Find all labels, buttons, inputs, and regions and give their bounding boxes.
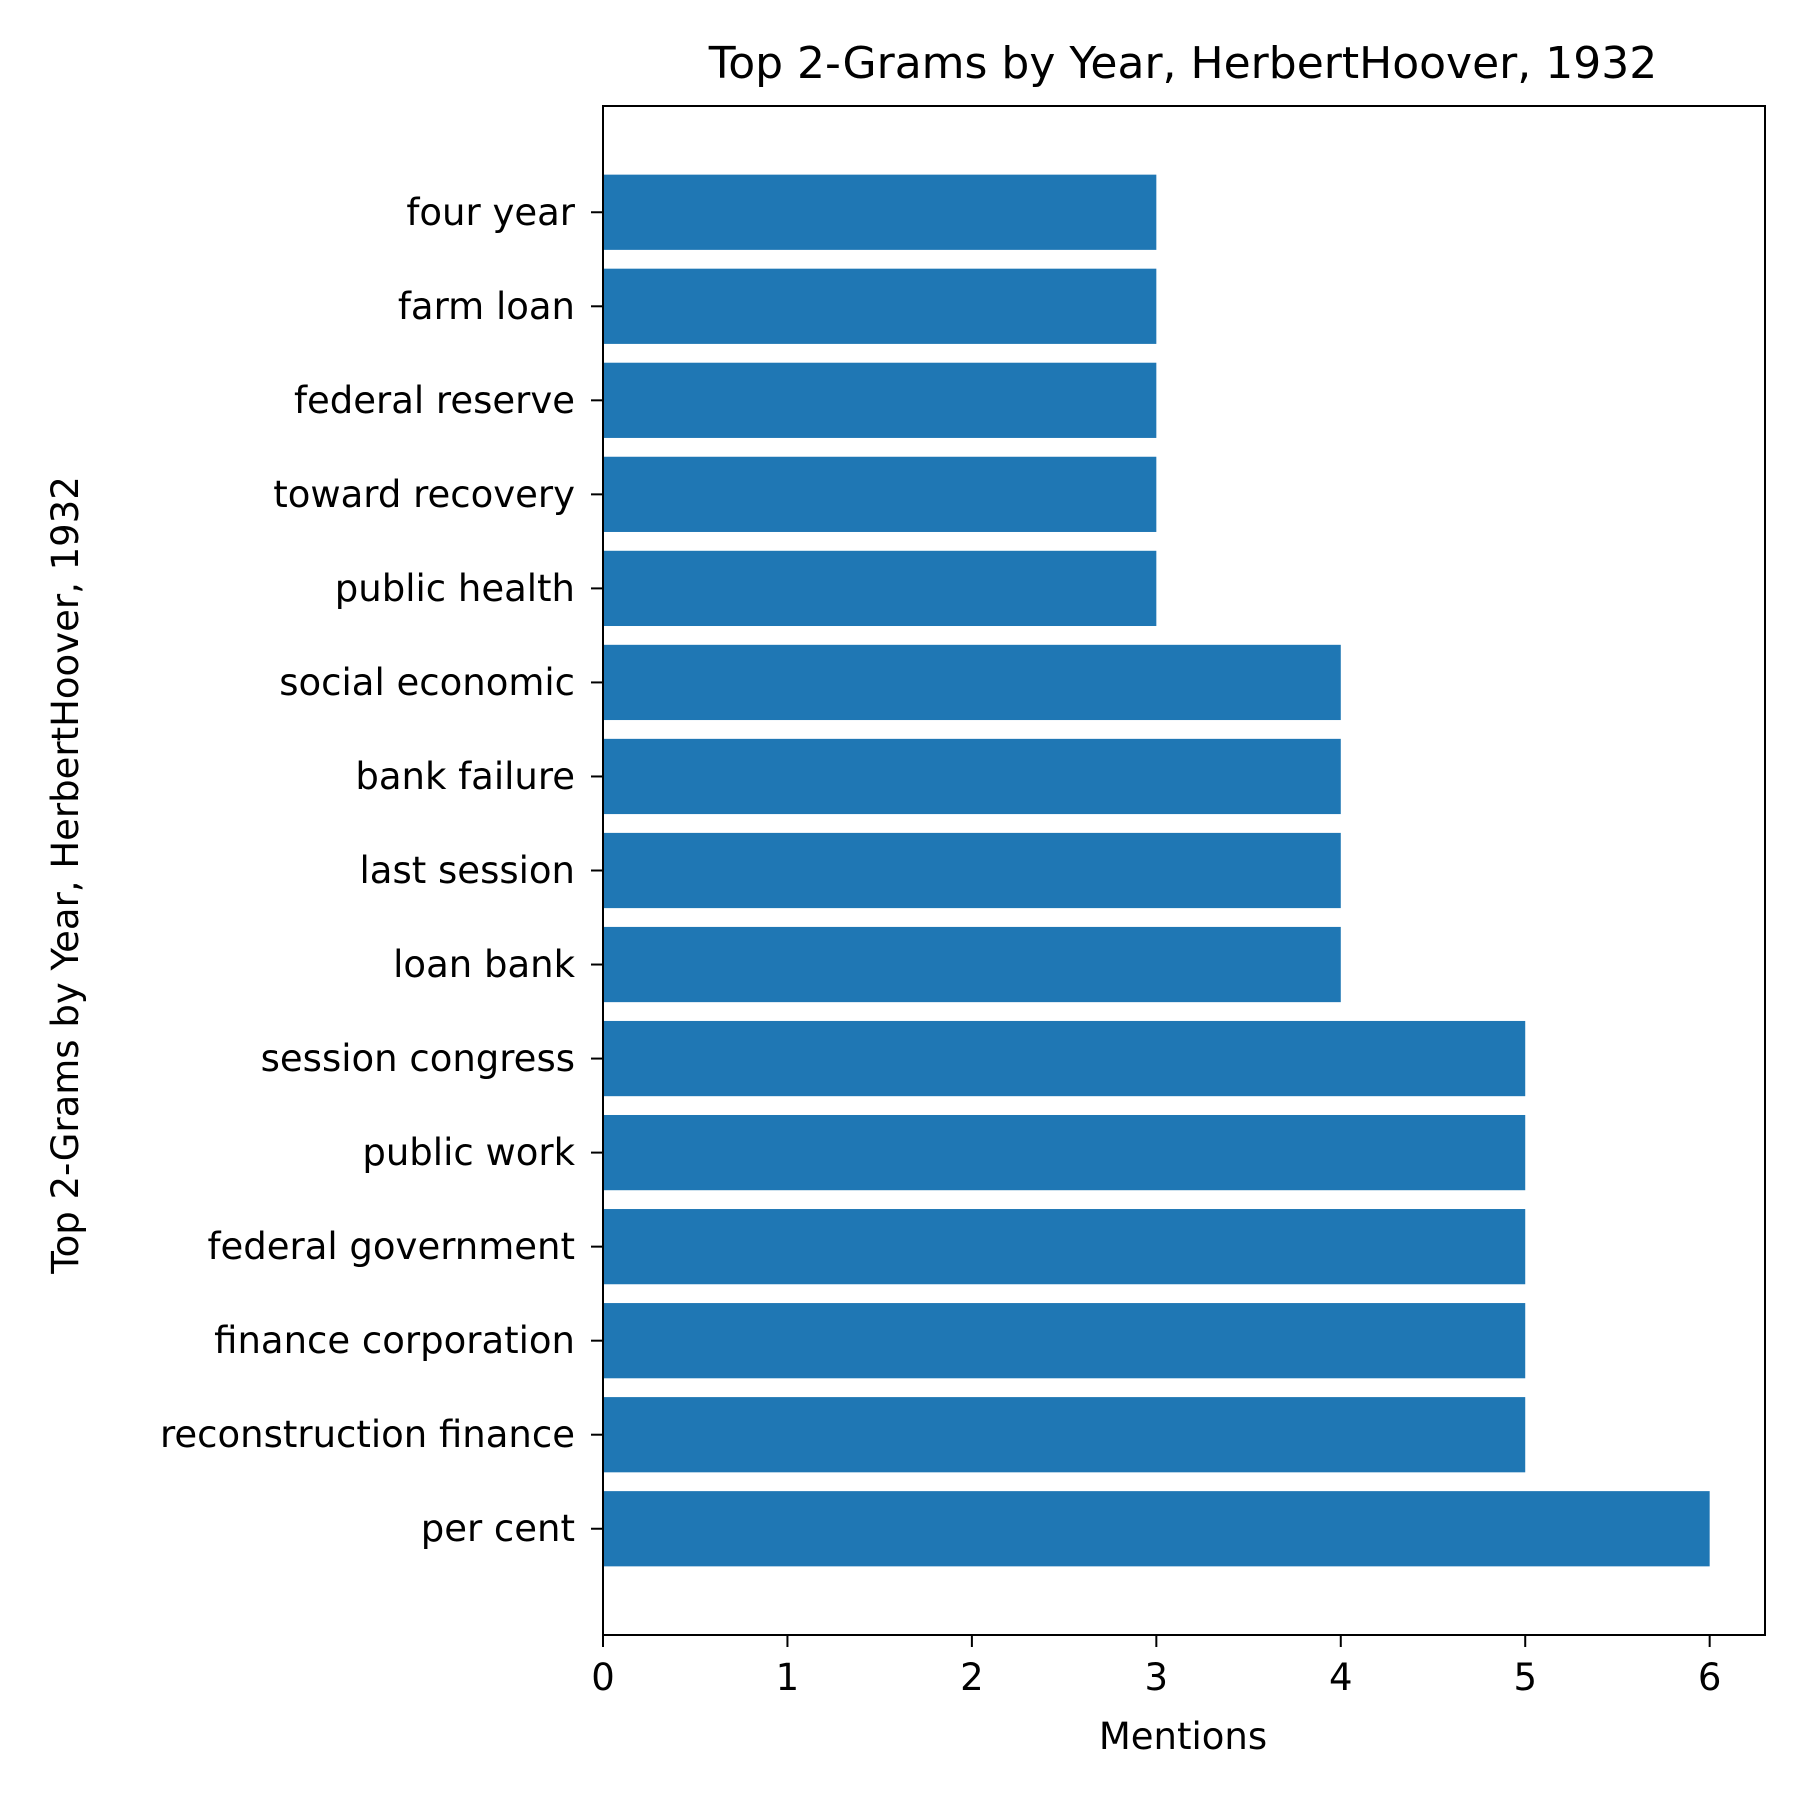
y-tick-label: session congress	[261, 1037, 575, 1080]
y-tick-label: per cent	[421, 1507, 575, 1550]
y-tick-label: loan bank	[393, 943, 575, 986]
x-tick-label: 0	[591, 1656, 615, 1699]
y-tick-label: finance corporation	[214, 1319, 575, 1362]
bar-finance-corporation	[603, 1303, 1526, 1379]
y-axis-ticks: per cent reconstruction finance finance co…	[160, 191, 603, 1550]
bar-federal-reserve	[603, 362, 1157, 438]
bar-public-health	[603, 550, 1157, 627]
bar-loan-bank	[603, 926, 1341, 1003]
y-tick-label: reconstruction finance	[160, 1413, 575, 1456]
bar-farm-loan	[603, 268, 1157, 344]
x-axis-label: Mentions	[1099, 1715, 1267, 1758]
plot-frame	[602, 105, 1766, 1636]
bar-four-year	[603, 174, 1157, 250]
bars-group	[603, 174, 1710, 1567]
y-tick-label: four year	[406, 191, 575, 234]
bar-toward-recovery	[603, 456, 1157, 532]
y-tick-label: bank failure	[355, 755, 575, 798]
bar-per-cent	[603, 1491, 1710, 1567]
bar-session-congress	[603, 1020, 1526, 1097]
x-axis-ticks: 0 1 2 3 4 5 6	[591, 1635, 1721, 1699]
x-tick-label: 5	[1513, 1656, 1537, 1699]
y-tick-label: last session	[360, 849, 575, 892]
x-tick-label: 1	[776, 1656, 800, 1699]
x-tick-label: 4	[1329, 1656, 1353, 1699]
y-axis-label: Top 2-Grams by Year, HerbertHoover, 1932	[44, 476, 87, 1275]
bar-bank-failure	[603, 738, 1341, 815]
x-tick-label: 2	[960, 1656, 984, 1699]
chart-title: Top 2-Grams by Year, HerbertHoover, 1932	[708, 38, 1657, 89]
y-tick-label: toward recovery	[273, 473, 575, 516]
y-tick-label: farm loan	[398, 285, 575, 328]
bar-federal-government	[603, 1209, 1526, 1285]
y-tick-label: social economic	[279, 661, 575, 704]
bar-last-session	[603, 832, 1341, 909]
x-tick-label: 3	[1145, 1656, 1169, 1699]
y-tick-label: public work	[362, 1131, 575, 1174]
bar-social-economic	[603, 644, 1341, 721]
x-tick-label: 6	[1698, 1656, 1722, 1699]
bar-public-work	[603, 1114, 1526, 1191]
y-tick-label: federal government	[207, 1225, 575, 1268]
bar-reconstruction-finance	[603, 1397, 1526, 1473]
y-tick-label: public health	[335, 567, 575, 610]
y-tick-label: federal reserve	[294, 379, 575, 422]
